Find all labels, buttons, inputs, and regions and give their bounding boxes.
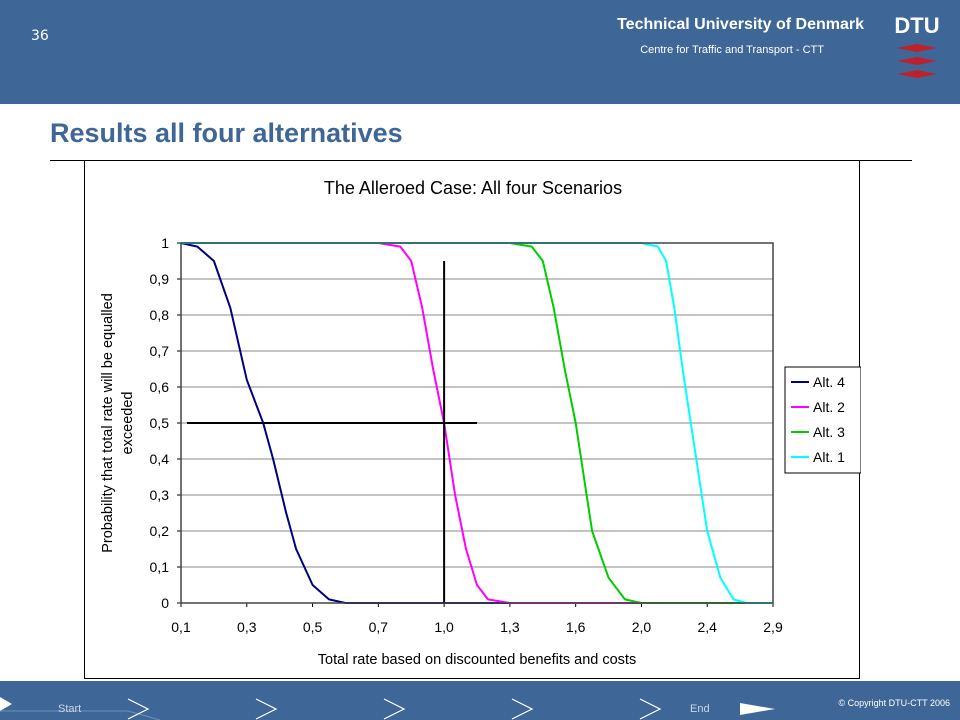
y-tick-label: 0,8 [150, 307, 170, 323]
chart-frame: 0 0,1 0,2 0,3 0,4 0,5 0,6 0,7 0,8 0,9 1 0,1 0,3 0,5 0,… [84, 160, 861, 679]
series-line-1 [180, 242, 773, 604]
x-tick-label: 0,5 [303, 619, 323, 635]
x-tick-label: 0,3 [237, 619, 257, 635]
y-axis-label-line2: exceeded [120, 392, 136, 455]
university-name: Technical University of Denmark [617, 16, 864, 33]
y-tick-label: 0,6 [150, 379, 170, 395]
y-tick-label: 0,2 [150, 523, 170, 539]
chart: 00,10,20,30,40,50,60,70,80,910,1 0,3 0,5 0,… [100, 178, 861, 668]
legend-label: Alt. 2 [813, 399, 845, 415]
y-axis-label: Probability that total rate will be equa… [100, 293, 116, 553]
plot-border [180, 242, 774, 604]
y-tick-label: 0,5 [150, 415, 170, 431]
x-tick-label: 2,4 [697, 619, 717, 635]
nav-chevron-icon[interactable] [383, 698, 406, 720]
chart-title: The Alleroed Case: All four Scenarios [324, 178, 622, 198]
end-arrow-icon[interactable] [740, 703, 775, 715]
slide-footer: Start End © Copyright DTU-CTT 2006 [0, 681, 960, 720]
y-tick-label: 0,3 [150, 487, 170, 503]
x-tick-label: 0,1 [171, 619, 191, 635]
nav-chevron-icon[interactable] [511, 698, 534, 720]
copyright: © Copyright DTU-CTT 2006 [838, 698, 951, 708]
y-tick-label: 0,9 [150, 271, 170, 287]
page-title: Results all four alternatives [50, 118, 403, 148]
legend-label: Alt. 1 [813, 449, 845, 465]
nav-chevron-icon[interactable] [127, 698, 150, 720]
slide-header: 36 Technical University of Denmark Centr… [0, 0, 960, 104]
x-tick-label: 0,7 [369, 619, 389, 635]
x-tick-label: 2,0 [632, 619, 652, 635]
dtu-logo-text: DTU [894, 14, 939, 38]
dtu-logo-stripes [897, 44, 937, 78]
nav-end-label[interactable]: End [690, 703, 710, 715]
nav-arrows [0, 697, 775, 720]
x-tick-label: 1,3 [500, 619, 520, 635]
legend-label: Alt. 4 [813, 374, 845, 390]
legend-box [784, 366, 861, 474]
nav-chevron-icon[interactable] [639, 698, 662, 720]
centre-name: Centre for Traffic and Transport - CTT [640, 44, 824, 56]
series-line-4 [181, 242, 773, 604]
start-arrow-icon[interactable] [0, 697, 12, 711]
legend-label: Alt. 3 [813, 424, 845, 440]
slide-number: 36 [31, 28, 49, 44]
nav-start-label[interactable]: Start [58, 703, 82, 715]
x-tick-label: 1,6 [566, 619, 586, 635]
x-axis-label: Total rate based on discounted benefits … [318, 652, 636, 668]
y-tick-label: 0,7 [150, 343, 170, 359]
x-tick-label: 2,9 [763, 619, 783, 635]
y-tick-label: 1 [161, 235, 169, 251]
y-tick-label: 0,1 [150, 559, 170, 575]
y-tick-label: 0 [161, 595, 169, 611]
x-tick-label: 1,0 [434, 619, 454, 635]
series-line-3 [181, 242, 773, 604]
nav-chevron-icon[interactable] [255, 698, 278, 720]
y-tick-label: 0,4 [150, 451, 170, 467]
dtu-logo: DTU [894, 14, 940, 78]
